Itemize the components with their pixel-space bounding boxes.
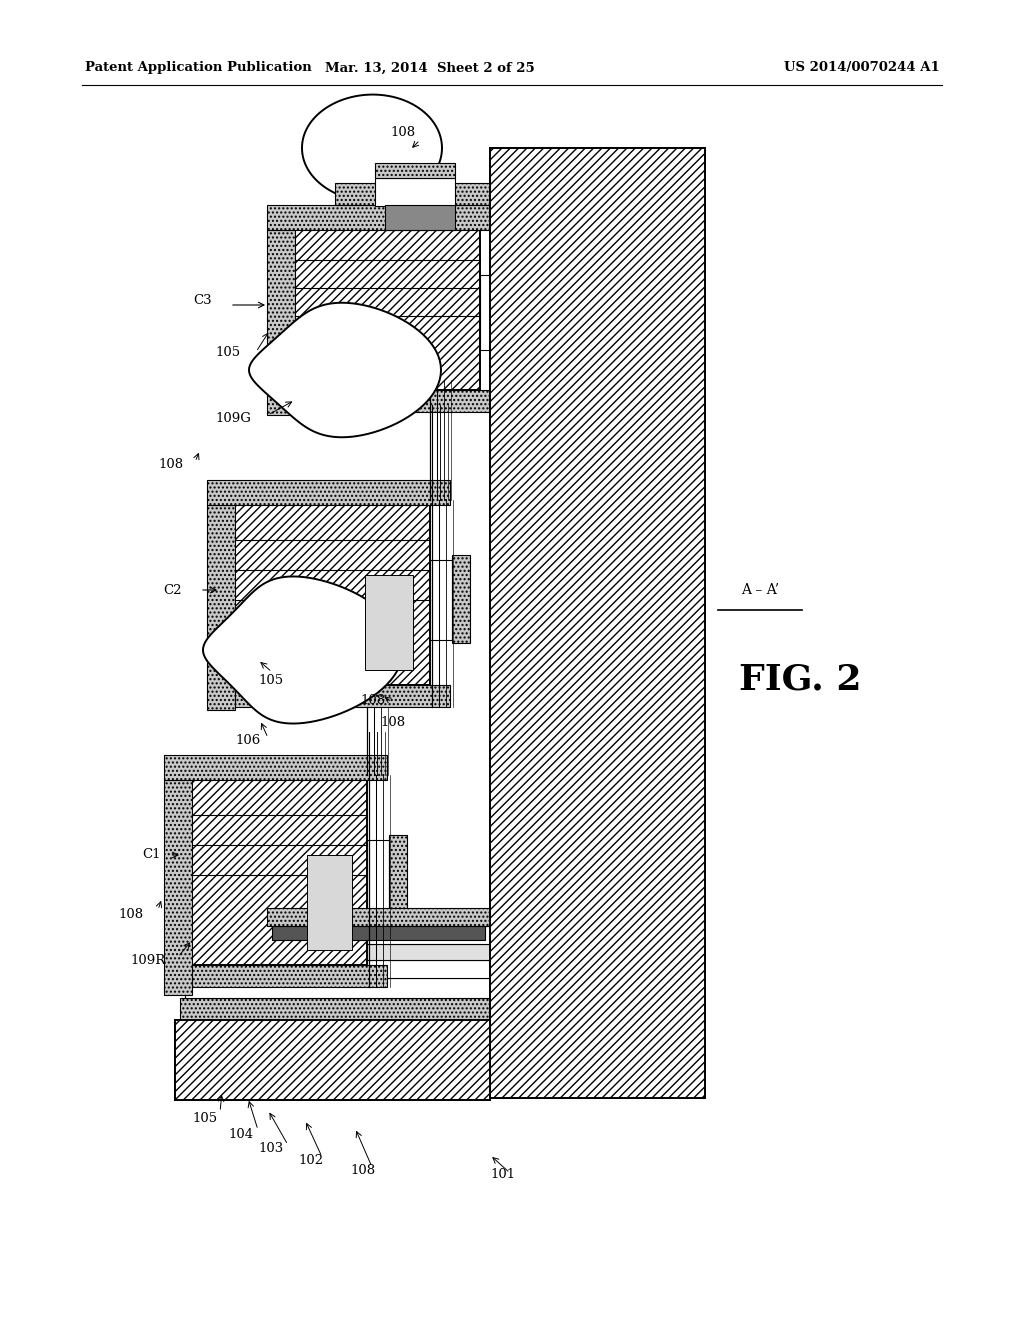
Text: 108: 108 — [380, 715, 406, 729]
Bar — [295, 230, 480, 389]
Bar — [175, 1020, 490, 1100]
Text: 108: 108 — [360, 693, 385, 706]
Text: A – A’: A – A’ — [741, 583, 779, 597]
Text: 101: 101 — [490, 1168, 515, 1181]
Polygon shape — [203, 577, 403, 723]
Bar — [185, 927, 490, 944]
Bar — [234, 685, 450, 708]
Bar — [267, 908, 490, 927]
Bar — [272, 927, 485, 940]
Text: 102: 102 — [298, 1154, 324, 1167]
Bar — [295, 389, 500, 412]
Bar — [502, 271, 520, 352]
Bar — [480, 275, 502, 350]
Text: C2: C2 — [163, 583, 181, 597]
Text: 105: 105 — [215, 346, 240, 359]
Bar — [207, 506, 234, 710]
Text: 103: 103 — [258, 1142, 284, 1155]
Text: 108: 108 — [158, 458, 183, 471]
Text: 109R: 109R — [130, 953, 165, 966]
Text: 105: 105 — [193, 1111, 217, 1125]
Bar — [267, 205, 500, 230]
Bar — [193, 965, 387, 987]
Bar — [267, 230, 295, 414]
Bar — [385, 205, 455, 230]
Bar — [375, 178, 455, 206]
Bar — [452, 554, 470, 643]
Bar — [490, 148, 705, 1098]
Text: 108: 108 — [118, 908, 143, 921]
Bar — [207, 480, 450, 506]
Bar — [430, 560, 452, 640]
Bar — [389, 836, 407, 923]
Bar — [164, 780, 193, 995]
Text: 104: 104 — [228, 1129, 253, 1142]
Bar — [335, 183, 490, 205]
Bar — [490, 148, 705, 1098]
Bar — [307, 855, 352, 950]
Text: 108: 108 — [350, 1163, 375, 1176]
Text: C1: C1 — [142, 849, 161, 862]
Text: 106: 106 — [234, 734, 260, 747]
Text: US 2014/0070244 A1: US 2014/0070244 A1 — [784, 62, 940, 74]
Bar — [180, 998, 490, 1020]
Bar — [234, 506, 430, 685]
Text: FIG. 2: FIG. 2 — [738, 663, 861, 697]
Bar — [185, 944, 490, 960]
Text: Patent Application Publication: Patent Application Publication — [85, 62, 311, 74]
Text: 109G: 109G — [215, 412, 251, 425]
Text: Mar. 13, 2014  Sheet 2 of 25: Mar. 13, 2014 Sheet 2 of 25 — [326, 62, 535, 74]
Bar — [164, 755, 387, 780]
Polygon shape — [249, 302, 441, 437]
Bar — [367, 840, 389, 920]
Bar — [175, 1020, 490, 1100]
Bar — [375, 162, 455, 178]
Text: 108: 108 — [390, 125, 415, 139]
Bar — [185, 978, 490, 998]
Text: 105: 105 — [258, 673, 283, 686]
Polygon shape — [302, 95, 442, 202]
Text: C3: C3 — [193, 293, 212, 306]
Bar — [193, 780, 367, 965]
Bar — [365, 576, 413, 671]
Bar — [185, 960, 490, 978]
